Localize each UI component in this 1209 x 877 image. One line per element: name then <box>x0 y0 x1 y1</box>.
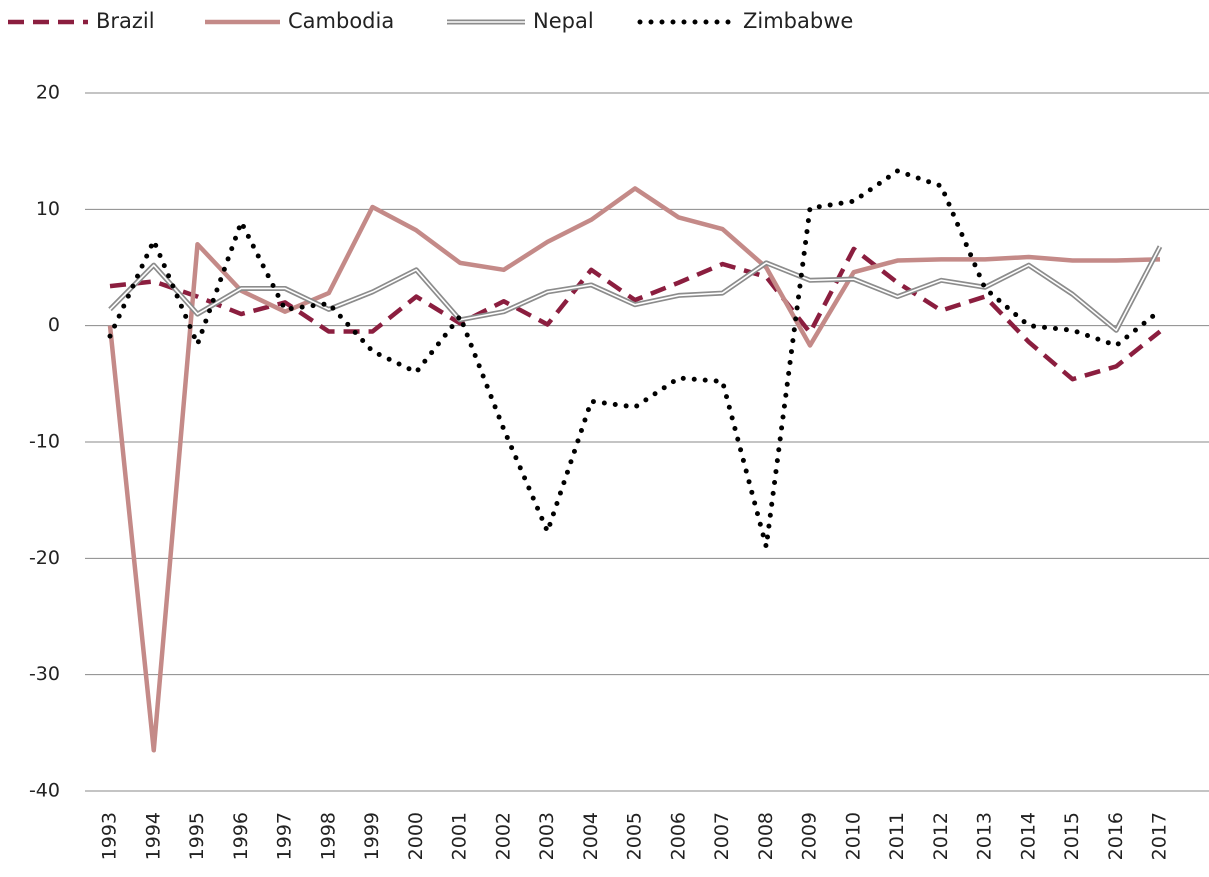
x-tick-label: 2006 <box>667 812 689 860</box>
y-tick-label: -30 <box>29 663 60 685</box>
legend-label: Nepal <box>533 9 594 33</box>
y-tick-label: 10 <box>36 198 60 220</box>
x-tick-label: 1994 <box>142 812 164 860</box>
x-tick-label: 2009 <box>799 812 821 860</box>
x-tick-label: 2000 <box>405 812 427 860</box>
series-line <box>107 186 1161 753</box>
legend-label: Brazil <box>96 9 155 33</box>
y-tick-label: 0 <box>48 314 60 336</box>
y-tick-label: -10 <box>29 431 60 453</box>
x-tick-label: 1999 <box>361 812 383 860</box>
series-line <box>109 246 1162 382</box>
x-tick-label: 2016 <box>1105 812 1127 860</box>
x-tick-label: 1995 <box>186 812 208 860</box>
x-tick-label: 2004 <box>580 812 602 860</box>
x-tick-label: 2002 <box>492 812 514 860</box>
x-tick-label: 1993 <box>99 812 121 860</box>
x-tick-label: 2015 <box>1061 812 1083 860</box>
legend-label: Cambodia <box>288 9 394 33</box>
x-tick-label: 1996 <box>230 812 252 860</box>
x-tick-label: 2013 <box>974 812 996 860</box>
legend-label: Zimbabwe <box>743 9 853 33</box>
x-tick-label: 2014 <box>1017 812 1039 860</box>
y-tick-label: -40 <box>29 780 60 802</box>
series-line-inner <box>109 246 1161 332</box>
x-tick-label: 2003 <box>536 812 558 860</box>
x-tick-label: 2010 <box>842 812 864 860</box>
x-tick-label: 2017 <box>1149 812 1171 860</box>
series-line <box>107 168 1163 550</box>
y-tick-label: 20 <box>36 82 60 104</box>
x-tick-label: 2001 <box>449 812 471 860</box>
y-tick-label: -20 <box>29 547 60 569</box>
x-tick-label: 1997 <box>274 812 296 860</box>
x-tick-label: 2012 <box>930 812 952 860</box>
x-tick-label: 2011 <box>886 812 908 860</box>
x-tick-label: 2007 <box>711 812 733 860</box>
x-tick-label: 2008 <box>755 812 777 860</box>
x-tick-label: 1998 <box>317 812 339 860</box>
x-tick-label: 2005 <box>624 812 646 860</box>
